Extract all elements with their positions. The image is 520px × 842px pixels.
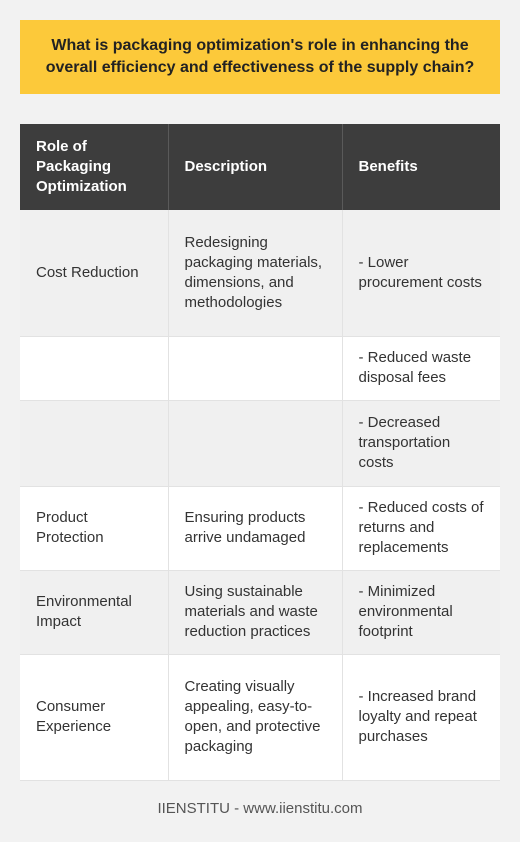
header-role: Role of Packaging Optimization: [20, 124, 169, 210]
cell-benefits: - Increased brand loyalty and repeat pur…: [342, 654, 500, 781]
cell-benefits: - Lower procurement costs: [342, 210, 500, 337]
cell-description: Creating visually appealing, easy-to-ope…: [168, 654, 343, 781]
cell-role: [20, 400, 169, 487]
cell-benefits: - Minimized environmental footprint: [342, 570, 500, 655]
table-row: Product Protection Ensuring products arr…: [20, 486, 500, 571]
table-row: - Decreased transportation costs: [20, 400, 500, 487]
cell-description: [168, 400, 343, 487]
cell-role: Consumer Experience: [20, 654, 169, 781]
header-benefits: Benefits: [342, 124, 500, 210]
cell-description: Using sustainable materials and waste re…: [168, 570, 343, 655]
cell-description: Ensuring products arrive undamaged: [168, 486, 343, 571]
cell-role: Environmental Impact: [20, 570, 169, 655]
title-banner: What is packaging optimization's role in…: [20, 20, 500, 94]
cell-benefits: - Reduced costs of returns and replaceme…: [342, 486, 500, 571]
footer-credit: IIENSTITU - www.iienstitu.com: [157, 800, 363, 817]
cell-role: Product Protection: [20, 486, 169, 571]
table-row: - Reduced waste disposal fees: [20, 336, 500, 401]
table-header-row: Role of Packaging Optimization Descripti…: [20, 124, 500, 210]
cell-description: [168, 336, 343, 401]
header-description: Description: [168, 124, 343, 210]
cell-description: Redesigning packaging materials, dimensi…: [168, 210, 343, 337]
cell-benefits: - Reduced waste disposal fees: [342, 336, 500, 401]
table-row: Environmental Impact Using sustainable m…: [20, 570, 500, 655]
cell-role: Cost Reduction: [20, 210, 169, 337]
packaging-optimization-table: Role of Packaging Optimization Descripti…: [20, 124, 500, 781]
cell-benefits: - Decreased transportation costs: [342, 400, 500, 487]
table-row: Cost Reduction Redesigning packaging mat…: [20, 210, 500, 337]
page-title: What is packaging optimization's role in…: [45, 37, 475, 76]
table-row: Consumer Experience Creating visually ap…: [20, 654, 500, 781]
cell-role: [20, 336, 169, 401]
